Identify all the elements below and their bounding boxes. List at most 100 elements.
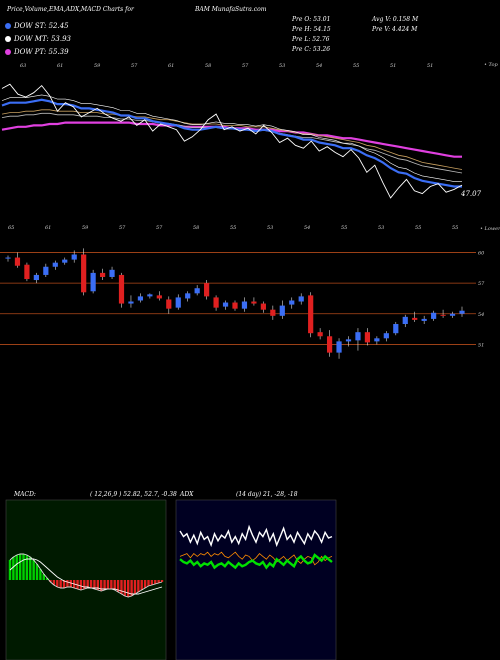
macd-histogram-bar (120, 580, 123, 594)
candle-body (383, 333, 389, 339)
candle-body (308, 295, 314, 334)
candle-top-tick-label: 59 (82, 225, 89, 231)
macd-histogram-bar (113, 580, 116, 590)
stat-prev-low: Pre L: 52.76 (292, 36, 330, 43)
candle-body (232, 302, 238, 309)
ema-bottom-tick-label: 53 (378, 225, 384, 231)
ema-bottom-tick-label: 58 (193, 225, 199, 231)
macd-histogram-bar (93, 580, 96, 589)
candle-body (260, 303, 266, 310)
dow-mt-swatch-icon (5, 36, 11, 42)
macd-histogram-bar (56, 580, 59, 587)
ema-top-tick-label: 51 (390, 63, 396, 69)
candle-body (431, 312, 437, 319)
ema-mt-line (1, 109, 463, 170)
candle-body (459, 310, 465, 314)
stat-prev-volume: Pre V: 4.424 M (372, 26, 418, 33)
adx-params: (14 day) 21, -28, -18 (236, 491, 298, 498)
macd-histogram-bar (69, 580, 72, 587)
candle-body (270, 309, 276, 316)
candle-body (326, 336, 333, 353)
candle-body (99, 272, 106, 277)
ema-bottom-tick-label: 55 (415, 225, 421, 231)
legend-dow-mt-label: DOW MT: 53.93 (14, 35, 71, 43)
legend-dow-mt: DOW MT: 53.93 (5, 35, 71, 43)
adx-minus-di-line (179, 551, 333, 566)
ema-top-tick-label: 63 (20, 63, 26, 69)
candle-body (194, 288, 200, 294)
macd-histogram-bar (130, 580, 133, 596)
macd-panel (5, 499, 167, 660)
corner-label: • Lower (480, 226, 500, 232)
macd-params: ( 12,26,9 ) 52.82, 52.7, -0.38 (90, 491, 177, 498)
macd-title: MACD: (14, 491, 36, 498)
candle-body (222, 302, 229, 307)
macd-histogram-bar (52, 580, 56, 585)
macd-histogram-bar (39, 569, 42, 580)
dow-st-swatch-icon (5, 23, 11, 29)
ema-top-tick-label: 53 (279, 63, 285, 69)
candle-top-tick-label: 58 (193, 225, 199, 231)
macd-histogram-bar (157, 580, 160, 583)
adx-panel (175, 499, 337, 660)
price-level-label: 60 (478, 250, 485, 256)
macd-histogram-bar (22, 554, 25, 580)
candle-top-tick-label: 60 (8, 225, 15, 231)
candle-body (52, 262, 58, 267)
ema-bottom-tick-label: 59 (82, 225, 89, 231)
candle-body (345, 339, 352, 342)
candle-top-tick-label: 61 (45, 225, 51, 231)
macd-histogram-bar (15, 555, 18, 580)
macd-histogram-bar (147, 580, 150, 586)
candle-body (393, 324, 399, 334)
candle-body (241, 301, 248, 309)
ema-top-tick-label: 61 (168, 63, 174, 69)
ema-bottom-tick-label: 57 (119, 225, 126, 231)
candle-body (289, 300, 295, 305)
ema-top-tick-label: 61 (57, 63, 63, 69)
macd-histogram-bar (140, 580, 143, 590)
macd-histogram-bar (110, 580, 113, 589)
candle-body (374, 338, 380, 342)
ema-st-line (1, 98, 462, 188)
macd-histogram-bar (89, 580, 93, 588)
candle-body (251, 301, 257, 304)
macd-histogram-bar (18, 554, 22, 580)
ema-top-tick-label: 57 (242, 63, 249, 69)
macd-histogram-bar (62, 580, 66, 588)
stat-prev-open: Pre O: 53.01 (292, 16, 331, 23)
adx-line (179, 524, 333, 548)
macd-histogram-bar (79, 580, 83, 590)
candle-body (5, 257, 11, 259)
header-title: Price,Volume,EMA,ADX,MACD Charts for (7, 6, 134, 13)
price-level-label: 51 (478, 342, 484, 348)
macd-histogram-bar (86, 580, 89, 588)
ema-top-tick-label: 57 (131, 63, 138, 69)
ema-bottom-tick-label: 55 (452, 225, 458, 231)
candle-body (204, 283, 210, 297)
candle-body (118, 274, 125, 304)
macd-histogram-bar (100, 580, 103, 591)
macd-histogram-bar (103, 580, 106, 590)
ema-bottom-tick-label: 55 (341, 225, 347, 231)
ema-bottom-tick-label: 54 (304, 225, 310, 231)
macd-histogram-bar (83, 580, 86, 589)
candle-body (137, 296, 144, 301)
macd-histogram-bar (137, 580, 140, 592)
ema-bottom-tick-label: 55 (230, 225, 236, 231)
adx-plus-di-line (179, 553, 333, 570)
candle-body (213, 297, 219, 308)
candle-body (317, 332, 323, 337)
macd-histogram-bar (76, 580, 79, 589)
dow-pt-swatch-icon (5, 49, 11, 55)
candle-top-tick-label: 57 (119, 225, 126, 231)
candle-body (449, 313, 456, 316)
candle-body (24, 264, 30, 280)
candle-body (279, 305, 285, 316)
legend-dow-pt-label: DOW PT: 55.39 (14, 48, 69, 56)
macd-histogram-bar (160, 580, 164, 582)
macd-histogram-bar (12, 557, 15, 580)
